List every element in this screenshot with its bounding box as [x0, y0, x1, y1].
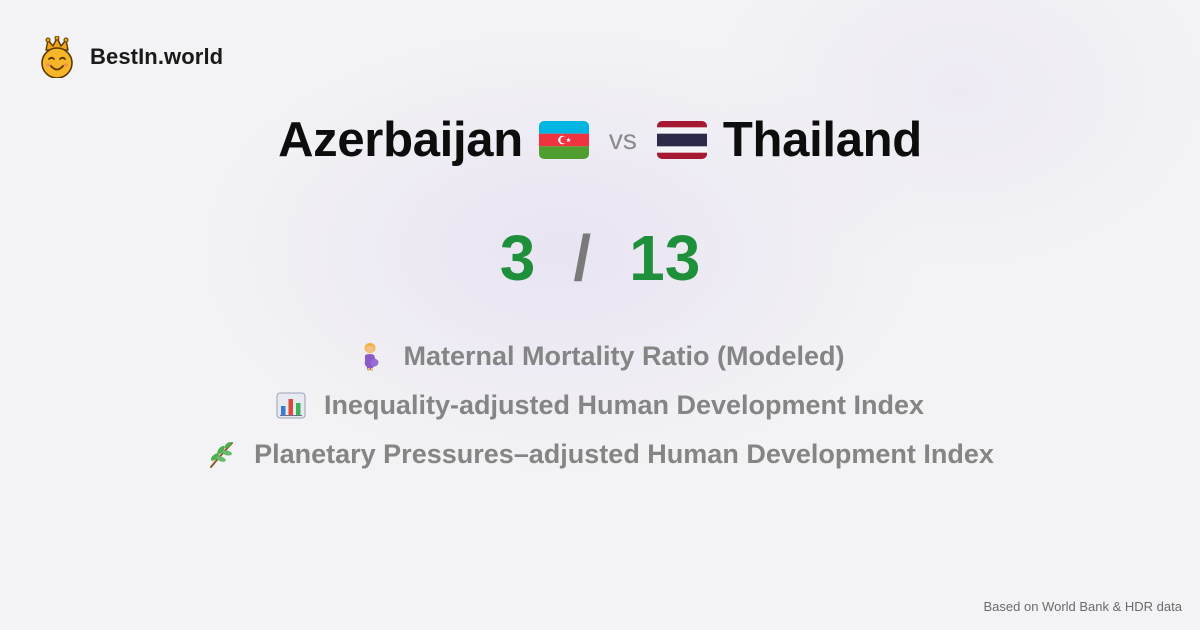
- metric-label: Maternal Mortality Ratio (Modeled): [403, 340, 845, 371]
- score-separator: /: [573, 222, 592, 294]
- metric-list: Maternal Mortality Ratio (Modeled) Inequ…: [0, 338, 1200, 472]
- metric-label: Inequality-adjusted Human Development In…: [323, 389, 925, 420]
- vs-label: vs: [608, 124, 637, 155]
- right-score: 13: [629, 222, 701, 294]
- pregnant-woman-icon: [364, 342, 379, 371]
- metric-item[interactable]: Maternal Mortality Ratio (Modeled): [355, 338, 845, 374]
- right-country-name: Thailand: [722, 113, 922, 167]
- comparison-title: Azerbaijan vs Thailand: [0, 108, 1200, 172]
- metric-item[interactable]: Planetary Pressures–adjusted Human Devel…: [206, 436, 994, 472]
- metric-label: Planetary Pressures–adjusted Human Devel…: [254, 438, 994, 469]
- brand-name: BestIn.world: [90, 44, 224, 69]
- left-score: 3: [499, 222, 536, 294]
- crowned-smiley-icon: [41, 36, 73, 78]
- left-country-name: Azerbaijan: [278, 113, 523, 167]
- metric-item[interactable]: Inequality-adjusted Human Development In…: [276, 387, 924, 423]
- data-source-note: Based on World Bank & HDR data: [983, 599, 1182, 614]
- brand[interactable]: BestIn.world: [38, 36, 223, 78]
- score: 3 / 13: [0, 220, 1200, 296]
- herb-icon: [210, 442, 234, 468]
- azerbaijan-flag-icon: [538, 121, 589, 159]
- bar-chart-icon: [276, 392, 306, 419]
- thailand-flag-icon: [656, 121, 707, 159]
